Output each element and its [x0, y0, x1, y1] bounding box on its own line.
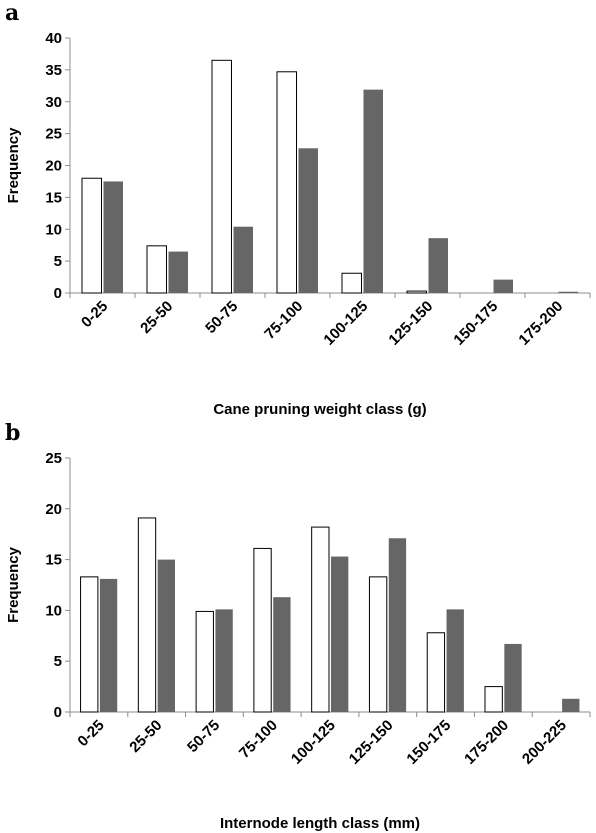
y-tick-label: 0: [54, 704, 62, 721]
y-axis-title: Frequency: [5, 546, 22, 623]
y-tick-label: 10: [45, 602, 62, 619]
x-tick-label: 175-200: [515, 298, 566, 349]
bar-white-25-50: [146, 245, 167, 294]
x-tick-label: 0-25: [78, 298, 111, 331]
bar-grey-25-50: [157, 559, 175, 712]
y-tick-label: 15: [45, 189, 62, 206]
y-tick-label: 20: [45, 501, 62, 518]
bar-grey-25-50: [168, 251, 188, 293]
y-tick-label: 5: [54, 253, 62, 270]
x-tick-label: 50-75: [184, 717, 223, 756]
bar-white-75-100: [276, 71, 297, 294]
x-tick-label: 25-50: [126, 717, 165, 756]
y-tick-label: 35: [45, 62, 62, 79]
x-tick-label: 200-225: [519, 717, 570, 768]
x-tick-label: 150-175: [450, 298, 501, 349]
bar-grey-175-200: [504, 643, 522, 712]
bar-white-25-50: [137, 517, 157, 713]
panel-label: a: [5, 0, 19, 26]
bar-grey-0-25: [103, 181, 123, 293]
bar-grey-150-175: [446, 609, 464, 712]
y-tick-label: 25: [45, 126, 62, 143]
x-tick-label: 25-50: [137, 298, 176, 337]
bar-grey-125-150: [428, 238, 448, 293]
bar-white-75-100: [253, 547, 272, 713]
x-tick-label: 0-25: [74, 717, 107, 750]
bar-grey-0-25: [99, 578, 118, 712]
bar-white-125-150: [406, 290, 427, 294]
x-tick-label: 100-125: [320, 298, 371, 349]
bar-white-125-150: [368, 576, 388, 713]
bar-white-175-200: [484, 686, 503, 713]
x-axis-title: Internode length class (mm): [220, 815, 420, 832]
bar-grey-175-200: [558, 291, 578, 293]
x-tick-label: 125-150: [346, 717, 397, 768]
y-tick-label: 5: [54, 653, 62, 670]
panel-label: b: [5, 420, 20, 446]
x-tick-label: 125-150: [385, 298, 436, 349]
x-tick-label: 100-125: [288, 717, 339, 768]
y-tick-label: 30: [45, 94, 62, 111]
y-tick-label: 25: [45, 450, 62, 467]
bar-white-100-125: [311, 526, 330, 713]
x-tick-label: 75-100: [261, 298, 306, 343]
bar-grey-100-125: [363, 89, 383, 293]
bar-white-50-75: [211, 59, 232, 294]
bar-grey-75-100: [298, 148, 318, 293]
bar-grey-200-225: [562, 698, 580, 712]
bar-white-0-25: [81, 177, 102, 294]
chart-panel-b: b 0 5 10 15 20 25 0-25 25-50 50-75 75-100 100-125 12…: [5, 420, 591, 832]
x-tick-label: 75-100: [236, 717, 281, 762]
x-axis-title: Cane pruning weight class (g): [213, 401, 426, 418]
y-tick-label: 20: [45, 158, 62, 175]
y-tick-label: 0: [54, 285, 62, 302]
bar-grey-100-125: [331, 556, 349, 712]
x-tick-label: 50-75: [202, 298, 241, 337]
bar-grey-75-100: [273, 597, 291, 712]
y-tick-label: 40: [45, 30, 62, 47]
bar-grey-50-75: [215, 609, 233, 712]
bar-grey-150-175: [493, 279, 513, 293]
bar-white-50-75: [195, 610, 214, 713]
y-tick-label: 15: [45, 552, 62, 569]
bar-grey-50-75: [233, 226, 253, 293]
bar-white-100-125: [341, 272, 362, 294]
bar-white-0-25: [80, 576, 99, 713]
bar-white-150-175: [426, 632, 446, 713]
chart-panel-a: a 0 5 10 15 20 25 30 35 40 0-25 25-50 50-75 75-100 100…: [5, 0, 591, 418]
bar-grey-125-150: [388, 538, 407, 712]
y-tick-label: 10: [45, 221, 62, 238]
y-axis-title: Frequency: [5, 127, 22, 204]
x-tick-label: 150-175: [403, 717, 454, 768]
x-tick-label: 175-200: [461, 717, 512, 768]
